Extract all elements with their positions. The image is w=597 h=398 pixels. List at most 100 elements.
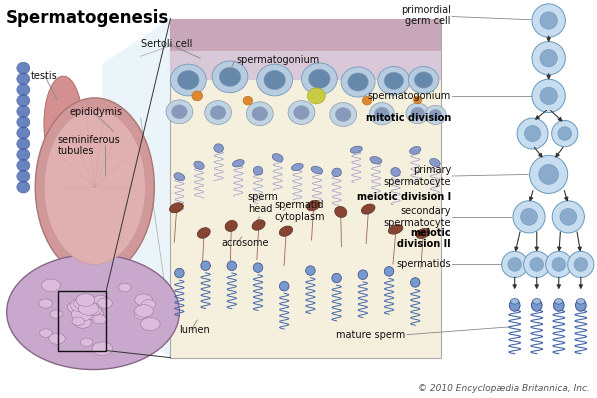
Ellipse shape [521, 209, 537, 225]
Circle shape [75, 317, 91, 328]
Ellipse shape [219, 67, 241, 86]
FancyBboxPatch shape [171, 19, 441, 52]
Ellipse shape [170, 203, 183, 213]
Ellipse shape [388, 224, 403, 234]
Ellipse shape [370, 156, 382, 164]
Ellipse shape [18, 64, 23, 68]
Ellipse shape [18, 183, 23, 187]
Ellipse shape [174, 268, 184, 278]
Circle shape [82, 302, 100, 314]
Ellipse shape [429, 109, 442, 121]
Ellipse shape [309, 69, 330, 88]
Circle shape [39, 299, 53, 308]
Circle shape [70, 298, 90, 312]
Circle shape [73, 298, 91, 309]
Ellipse shape [525, 125, 541, 142]
Ellipse shape [44, 110, 146, 264]
Circle shape [82, 306, 103, 320]
Ellipse shape [540, 87, 558, 105]
Text: spermatid
cytoplasm: spermatid cytoplasm [275, 200, 325, 222]
Ellipse shape [17, 160, 30, 172]
Ellipse shape [17, 62, 30, 74]
Text: Spermatogenesis: Spermatogenesis [5, 9, 169, 27]
Ellipse shape [391, 168, 401, 176]
Ellipse shape [410, 146, 421, 154]
Ellipse shape [425, 105, 446, 125]
Ellipse shape [201, 261, 210, 271]
Circle shape [135, 305, 153, 317]
Ellipse shape [18, 173, 23, 177]
Polygon shape [44, 76, 82, 171]
FancyBboxPatch shape [171, 19, 441, 358]
Circle shape [141, 300, 156, 309]
Circle shape [42, 279, 60, 292]
Ellipse shape [306, 266, 315, 275]
Ellipse shape [430, 158, 440, 167]
Ellipse shape [17, 95, 30, 107]
Ellipse shape [348, 73, 368, 91]
Ellipse shape [552, 201, 584, 233]
Ellipse shape [194, 161, 204, 170]
Ellipse shape [171, 105, 187, 119]
Ellipse shape [411, 107, 424, 119]
Ellipse shape [301, 63, 337, 95]
Ellipse shape [279, 281, 289, 291]
Ellipse shape [252, 220, 265, 230]
Ellipse shape [384, 72, 404, 90]
Ellipse shape [532, 4, 565, 37]
Ellipse shape [509, 299, 520, 311]
Text: secondary
spermatocyte: secondary spermatocyte [383, 206, 451, 228]
Circle shape [72, 317, 85, 325]
Circle shape [140, 318, 160, 331]
Ellipse shape [307, 201, 320, 211]
Circle shape [135, 294, 152, 306]
Ellipse shape [18, 140, 23, 144]
Ellipse shape [553, 299, 564, 311]
Ellipse shape [577, 298, 585, 304]
Ellipse shape [252, 107, 267, 121]
Ellipse shape [524, 252, 550, 277]
Ellipse shape [517, 118, 548, 149]
Circle shape [50, 310, 62, 318]
Ellipse shape [166, 100, 193, 124]
Ellipse shape [332, 168, 341, 177]
Circle shape [93, 315, 106, 324]
Ellipse shape [264, 70, 285, 90]
Circle shape [118, 283, 131, 292]
Text: meiotic
division II: meiotic division II [398, 228, 451, 250]
Text: epididymis: epididymis [69, 107, 122, 117]
Ellipse shape [568, 252, 594, 277]
Ellipse shape [205, 101, 232, 125]
Ellipse shape [171, 64, 206, 96]
Ellipse shape [18, 129, 23, 133]
Ellipse shape [555, 298, 563, 304]
Ellipse shape [17, 105, 30, 117]
Text: meiotic division I: meiotic division I [357, 192, 451, 202]
Ellipse shape [243, 96, 253, 105]
Ellipse shape [247, 102, 273, 126]
Circle shape [78, 311, 92, 320]
Ellipse shape [513, 201, 545, 233]
Circle shape [7, 255, 179, 369]
Ellipse shape [332, 273, 341, 283]
Ellipse shape [17, 170, 30, 182]
Ellipse shape [18, 108, 23, 112]
Circle shape [134, 310, 148, 319]
Ellipse shape [18, 97, 23, 101]
Text: acrosome: acrosome [221, 238, 269, 248]
Circle shape [78, 302, 99, 315]
Ellipse shape [574, 258, 587, 271]
Circle shape [67, 301, 85, 313]
Ellipse shape [192, 91, 202, 101]
Ellipse shape [272, 154, 283, 162]
Ellipse shape [384, 267, 394, 276]
Ellipse shape [576, 299, 586, 311]
Text: testis: testis [30, 71, 57, 81]
Ellipse shape [177, 70, 199, 90]
Ellipse shape [232, 160, 244, 167]
Ellipse shape [330, 103, 356, 127]
Ellipse shape [307, 88, 325, 104]
Ellipse shape [18, 119, 23, 123]
Ellipse shape [336, 107, 351, 121]
Ellipse shape [17, 127, 30, 139]
